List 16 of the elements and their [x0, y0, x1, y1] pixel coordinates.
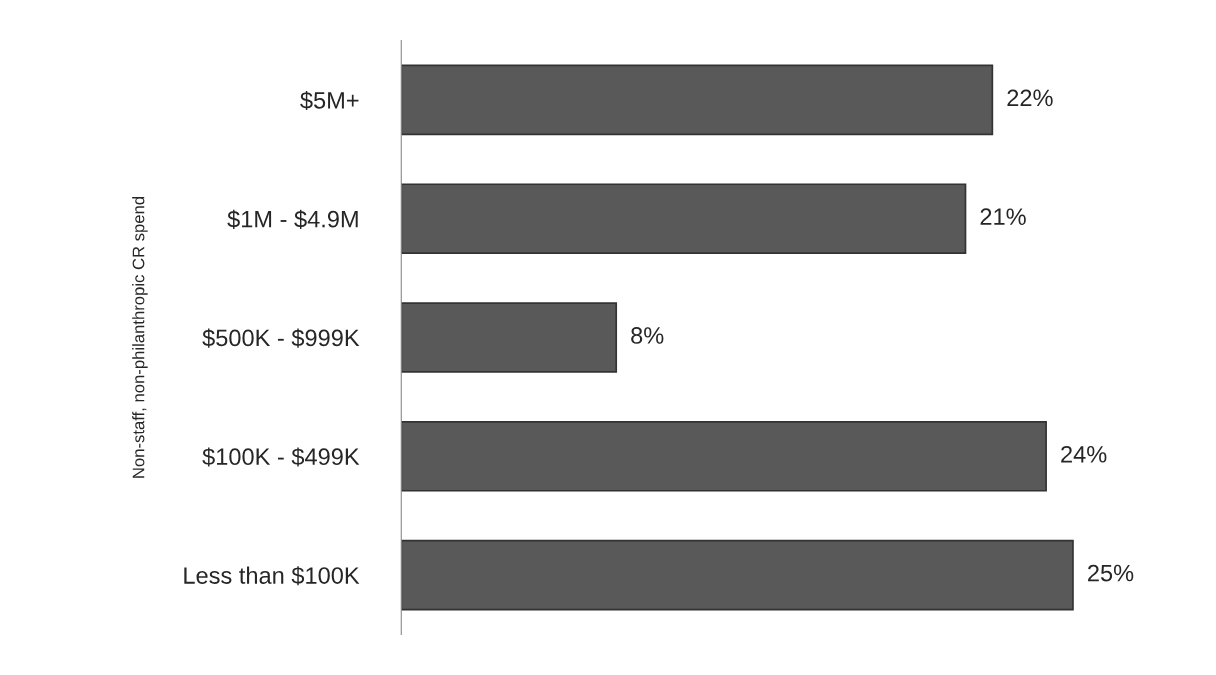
data-label: 25%	[1088, 564, 1134, 582]
data-label: 22%	[1007, 89, 1053, 107]
y-tick-label: $5M+	[300, 90, 359, 111]
y-tick-label: $100K - $499K	[202, 447, 360, 467]
y-tick-label: $500K - $999K	[202, 328, 360, 348]
bar	[401, 64, 994, 136]
y-tick-label: $1M - $4.9M	[227, 209, 358, 229]
y-axis-title: Non-staff, non-philanthropic CR spend	[132, 196, 148, 478]
bar	[401, 421, 1047, 492]
data-label: 8%	[631, 327, 664, 344]
data-label: 21%	[980, 208, 1026, 225]
bar	[401, 183, 967, 254]
data-label: 24%	[1061, 445, 1107, 463]
y-tick-label: Less than $100K	[184, 566, 360, 586]
bar	[401, 539, 1074, 611]
bar	[401, 302, 618, 373]
